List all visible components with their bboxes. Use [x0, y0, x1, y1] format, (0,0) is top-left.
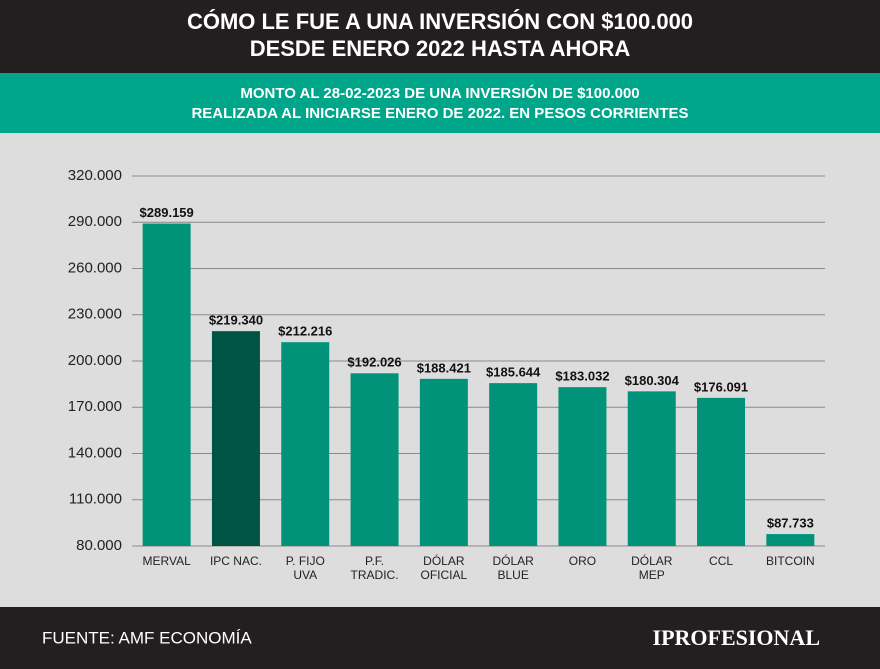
title-band — [0, 0, 880, 73]
source: FUENTE: AMF ECONOMÍA — [42, 628, 252, 647]
bar — [419, 378, 468, 546]
value-label: $219.340 — [209, 313, 263, 328]
subtitle-band — [0, 73, 880, 133]
x-tick-label: IPC NAC. — [210, 554, 262, 568]
x-tick-label: OFICIAL — [421, 568, 468, 582]
chart-title: DESDE ENERO 2022 HASTA AHORA — [250, 36, 631, 61]
x-tick-label: MEP — [639, 568, 665, 582]
x-tick-label: BLUE — [497, 568, 528, 582]
value-label: $176.091 — [694, 379, 748, 394]
x-tick-label: DÓLAR — [492, 553, 534, 568]
x-tick-label: UVA — [293, 568, 317, 582]
y-tick-label: 290.000 — [68, 213, 122, 230]
y-tick-label: 230.000 — [68, 306, 122, 323]
value-label: $87.733 — [767, 516, 814, 531]
chart-subtitle: REALIZADA AL INICIARSE ENERO DE 2022. EN… — [191, 105, 688, 122]
x-tick-label: MERVAL — [143, 554, 192, 568]
value-label: $188.421 — [417, 360, 471, 375]
value-label: $212.216 — [278, 324, 332, 339]
y-tick-label: 140.000 — [68, 444, 122, 461]
chart-title: CÓMO LE FUE A UNA INVERSIÓN CON $100.000 — [187, 9, 693, 34]
value-label: $180.304 — [625, 373, 680, 388]
x-tick-label: P. FIJO — [286, 554, 325, 568]
x-tick-label: DÓLAR — [423, 553, 465, 568]
bar — [350, 373, 399, 546]
value-label: $289.159 — [140, 205, 194, 220]
x-tick-label: DÓLAR — [631, 553, 673, 568]
y-tick-label: 200.000 — [68, 352, 122, 369]
value-label: $183.032 — [555, 369, 609, 384]
value-label: $192.026 — [347, 355, 401, 370]
x-tick-label: P.F. — [365, 554, 384, 568]
bar — [142, 223, 191, 546]
y-tick-label: 110.000 — [69, 491, 122, 508]
x-tick-label: ORO — [569, 554, 596, 568]
y-tick-label: 80.000 — [76, 537, 122, 554]
y-tick-label: 170.000 — [68, 398, 122, 415]
footer-band — [0, 607, 880, 669]
bar — [489, 383, 538, 546]
bar — [627, 391, 676, 546]
bar — [766, 534, 815, 546]
value-label: $185.644 — [486, 365, 541, 380]
bar — [211, 331, 260, 546]
chart-subtitle: MONTO AL 28-02-2023 DE UNA INVERSIÓN DE … — [240, 84, 639, 102]
y-tick-label: 260.000 — [68, 259, 122, 276]
x-tick-label: TRADIC. — [351, 568, 399, 582]
bar — [697, 397, 746, 546]
x-tick-label: BITCOIN — [766, 554, 815, 568]
logo: IPROFESIONAL — [653, 625, 820, 650]
bar — [558, 387, 607, 546]
bar — [281, 342, 330, 546]
x-tick-label: CCL — [709, 554, 733, 568]
y-tick-label: 320.000 — [68, 167, 122, 184]
